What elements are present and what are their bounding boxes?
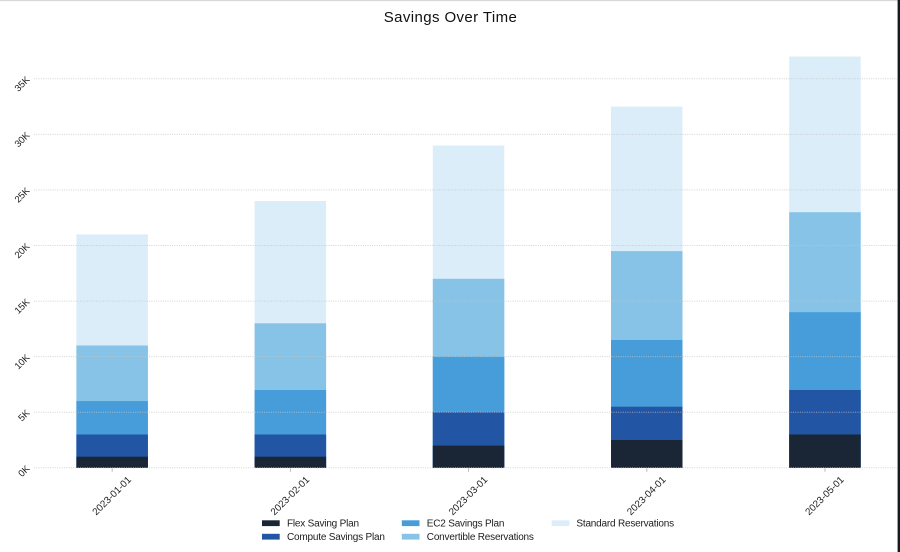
svg-text:Savings Over Time: Savings Over Time [384, 9, 518, 26]
svg-text:Convertible Reservations: Convertible Reservations [427, 532, 534, 543]
svg-text:Flex Saving Plan: Flex Saving Plan [287, 518, 359, 529]
svg-text:EC2 Savings Plan: EC2 Savings Plan [427, 518, 504, 529]
svg-text:Compute Savings Plan: Compute Savings Plan [287, 532, 385, 543]
svg-text:Standard Reservations: Standard Reservations [576, 518, 674, 529]
